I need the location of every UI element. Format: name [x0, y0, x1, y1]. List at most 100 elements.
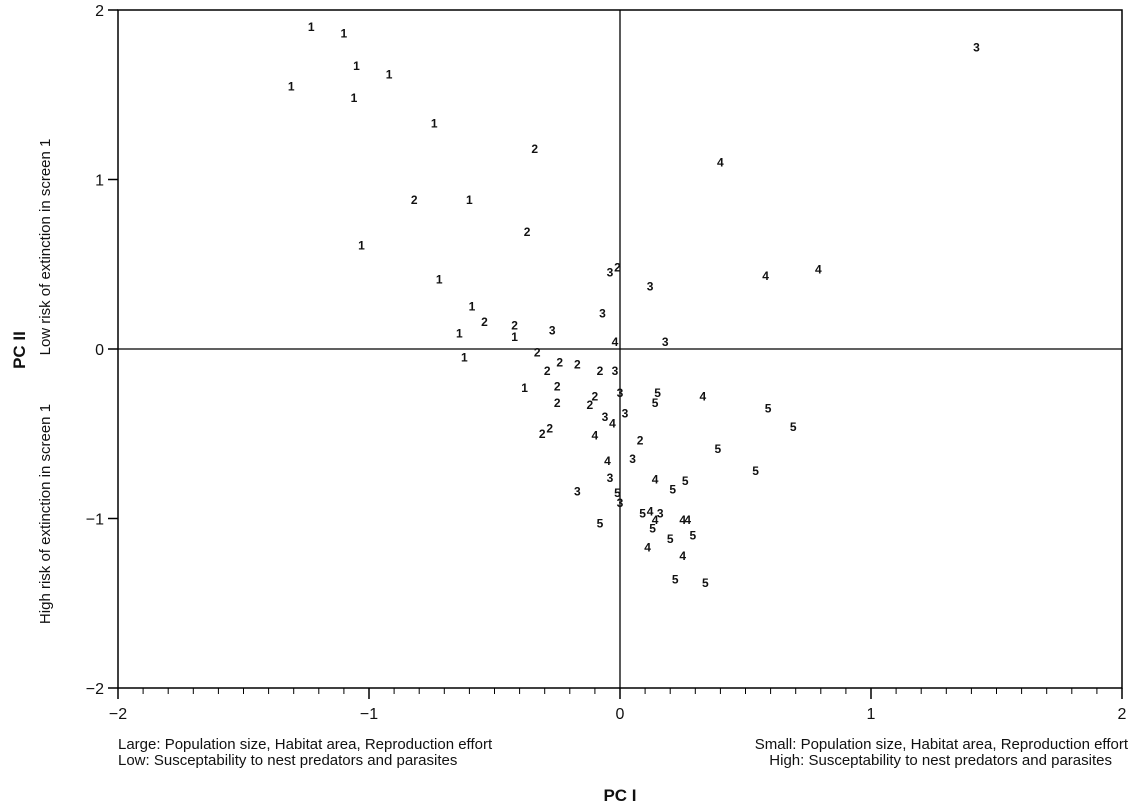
- data-point-4: 4: [679, 513, 686, 527]
- data-point-2: 2: [554, 379, 561, 393]
- x-caption-left-line2: Low: Susceptability to nest predators an…: [118, 752, 458, 769]
- x-axis-ticks: −2 −1 0 1 2: [109, 688, 1127, 723]
- data-point-2: 2: [556, 356, 563, 370]
- data-point-1: 1: [511, 330, 518, 344]
- data-point-3: 3: [622, 406, 629, 420]
- data-point-5: 5: [614, 486, 621, 500]
- data-point-3: 3: [647, 279, 654, 293]
- data-point-4: 4: [679, 549, 686, 563]
- data-point-2: 2: [592, 389, 599, 403]
- y-tick-label: −1: [86, 512, 104, 529]
- data-point-2: 2: [544, 364, 551, 378]
- data-point-1: 1: [469, 300, 476, 314]
- data-point-1: 1: [436, 273, 443, 287]
- data-point-4: 4: [652, 473, 659, 487]
- data-point-3: 3: [973, 40, 980, 54]
- data-point-5: 5: [765, 401, 772, 415]
- y-axis-label: PC II: [10, 331, 29, 369]
- x-caption-right-line1: Small: Population size, Habitat area, Re…: [754, 736, 1128, 753]
- data-point-3: 3: [574, 484, 581, 498]
- data-point-5: 5: [667, 532, 674, 546]
- data-point-4: 4: [612, 335, 619, 349]
- x-tick-label: 2: [1118, 706, 1127, 723]
- y-tick-label: −2: [86, 681, 104, 698]
- data-point-3: 3: [612, 364, 619, 378]
- data-point-3: 3: [607, 266, 614, 280]
- data-point-1: 1: [456, 327, 463, 341]
- data-point-1: 1: [521, 381, 528, 395]
- data-point-4: 4: [684, 513, 691, 527]
- data-point-3: 3: [617, 496, 624, 510]
- data-point-1: 1: [386, 67, 393, 81]
- x-axis-label: PC I: [603, 786, 637, 805]
- data-point-1: 1: [431, 117, 438, 131]
- reference-lines: [118, 10, 1122, 688]
- data-point-1: 1: [353, 59, 360, 73]
- data-point-1: 1: [466, 193, 473, 207]
- data-point-4: 4: [762, 269, 769, 283]
- data-point-1: 1: [308, 20, 315, 34]
- data-point-5: 5: [689, 528, 696, 542]
- data-point-4: 4: [592, 428, 599, 442]
- data-point-5: 5: [652, 396, 659, 410]
- x-caption-right-line2: High: Susceptability to nest predators a…: [769, 752, 1112, 769]
- data-point-3: 3: [599, 306, 606, 320]
- x-tick-label: 0: [616, 706, 625, 723]
- data-point-2: 2: [546, 422, 553, 436]
- data-point-4: 4: [652, 513, 659, 527]
- y-axis-ticks: −2 −1 0 1 2: [86, 3, 118, 698]
- data-point-1: 1: [351, 91, 358, 105]
- data-point-2: 2: [539, 427, 546, 441]
- data-point-2: 2: [597, 364, 604, 378]
- data-point-5: 5: [702, 576, 709, 590]
- data-point-4: 4: [604, 454, 611, 468]
- data-point-3: 3: [657, 506, 664, 520]
- data-point-1: 1: [288, 79, 295, 93]
- data-point-4: 4: [699, 389, 706, 403]
- x-tick-label: −2: [109, 706, 127, 723]
- y-tick-label: 2: [95, 3, 104, 20]
- data-point-4: 4: [815, 262, 822, 276]
- data-point-2: 2: [587, 398, 594, 412]
- data-point-3: 3: [617, 386, 624, 400]
- data-point-5: 5: [682, 474, 689, 488]
- data-point-2: 2: [531, 142, 538, 156]
- data-point-5: 5: [672, 573, 679, 587]
- data-point-2: 2: [481, 315, 488, 329]
- data-point-2: 2: [637, 434, 644, 448]
- data-point-2: 2: [511, 318, 518, 332]
- data-point-2: 2: [574, 357, 581, 371]
- data-point-5: 5: [654, 386, 661, 400]
- data-point-1: 1: [341, 27, 348, 41]
- data-point-3: 3: [629, 452, 636, 466]
- data-point-4: 4: [644, 540, 651, 554]
- data-point-3: 3: [662, 335, 669, 349]
- data-point-2: 2: [411, 193, 418, 207]
- data-point-5: 5: [790, 420, 797, 434]
- data-point-5: 5: [639, 506, 646, 520]
- data-point-2: 2: [554, 396, 561, 410]
- x-tick-label: −1: [360, 706, 378, 723]
- data-point-4: 4: [717, 156, 724, 170]
- data-point-4: 4: [647, 505, 654, 519]
- x-tick-label: 1: [867, 706, 876, 723]
- data-point-2: 2: [524, 225, 531, 239]
- data-point-5: 5: [715, 442, 722, 456]
- y-tick-label: 0: [95, 342, 104, 359]
- y-tick-label: 1: [95, 173, 104, 190]
- data-point-4: 4: [609, 417, 616, 431]
- data-point-3: 3: [607, 471, 614, 485]
- data-point-1: 1: [461, 350, 468, 364]
- data-point-5: 5: [752, 464, 759, 478]
- minor-ticks: [117, 688, 1123, 694]
- data-point-1: 1: [358, 239, 365, 253]
- x-caption-left-line1: Large: Population size, Habitat area, Re…: [118, 736, 493, 753]
- y-caption-bottom: High risk of extinction in screen 1: [37, 403, 54, 625]
- data-point-2: 2: [614, 261, 621, 275]
- data-point-3: 3: [602, 410, 609, 424]
- data-point-5: 5: [597, 517, 604, 531]
- data-point-5: 5: [669, 483, 676, 497]
- data-point-3: 3: [549, 323, 556, 337]
